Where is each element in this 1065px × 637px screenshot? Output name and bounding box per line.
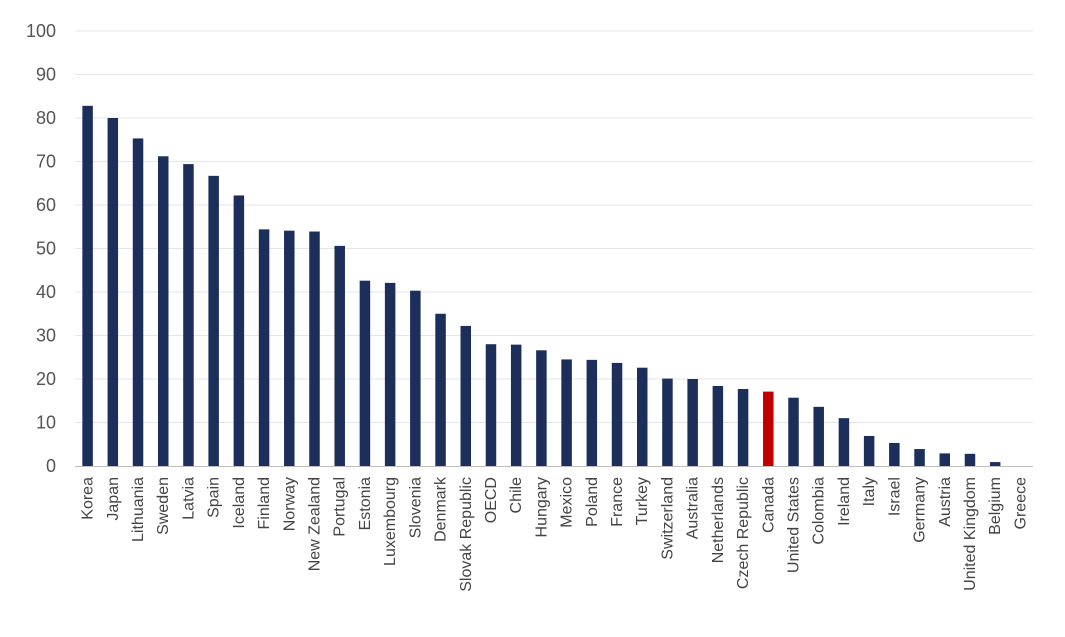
x-category-label: France [609,477,626,527]
bar-korea [82,105,93,466]
bar-oecd [485,344,497,466]
x-axis-labels: Korea Japan Lithuania Sweden Latvia Spain Icel… [80,476,1030,592]
x-category-label: Latvia [180,477,197,520]
bar-belgium [989,462,1001,466]
bar-spain [208,175,219,467]
x-category-label: Switzerland [659,477,676,560]
x-category-label: Greece [1012,477,1029,530]
bar-italy [863,435,875,466]
bars [82,105,1001,467]
bar-lithuania [132,138,144,466]
bar-sweden [157,156,169,466]
x-category-label: Germany [912,477,929,543]
bar-denmark [435,313,446,466]
x-category-label: Canada [760,477,777,533]
bar-luxembourg [384,282,396,466]
bar-mexico [561,359,572,466]
y-tick-label: 30 [36,326,56,346]
x-category-label: Italy [861,477,878,506]
bar-slovak-republic [460,325,472,466]
y-tick-label: 20 [36,369,56,389]
bar-austria [939,453,951,466]
bar-israel [889,442,900,466]
x-category-label: Hungary [533,477,550,537]
y-axis-ticks: 0 10 20 30 40 50 60 70 80 90 100 [26,21,56,476]
x-category-label: Mexico [559,477,576,528]
x-category-label: Sweden [155,477,172,535]
x-category-label: Japan [105,477,122,521]
x-category-label: Slovenia [407,477,424,538]
bar-turkey [636,367,648,466]
bar-chile [510,344,522,466]
bar-france [611,362,623,466]
y-tick-label: 100 [26,21,56,41]
bar-canada [763,391,774,466]
x-category-label: OECD [483,477,500,523]
x-category-label: Turkey [634,477,651,525]
x-category-label: Chile [508,477,525,514]
y-tick-label: 50 [36,239,56,259]
bar-new-zealand [309,231,320,466]
x-category-label: New Zealand [307,477,324,571]
x-category-label: Luxembourg [382,477,399,566]
y-tick-label: 90 [36,65,56,85]
x-category-label: Portugal [332,477,349,537]
x-category-label: Australia [685,477,702,539]
bar-slovenia [410,290,421,466]
bar-australia [687,379,698,466]
x-category-label: Iceland [231,477,248,529]
x-category-label: Israel [886,477,903,516]
bar-norway [284,230,295,466]
bar-japan [107,118,119,466]
x-category-label: United States [786,477,803,573]
x-category-label: Netherlands [710,477,727,563]
bar-ireland [838,418,850,466]
x-category-label: Denmark [433,476,450,542]
y-tick-label: 70 [36,152,56,172]
bar-united-states [788,397,799,466]
x-category-label: Czech Republic [735,477,752,589]
bar-colombia [813,406,824,466]
x-category-label: Estonia [357,477,374,530]
x-category-label: United Kingdom [962,477,979,591]
x-category-label: Austria [937,477,954,527]
x-category-label: Poland [584,477,601,527]
y-tick-label: 60 [36,195,56,215]
x-category-label: Ireland [836,477,853,526]
bar-germany [914,449,925,466]
bar-switzerland [662,378,673,466]
bar-finland [258,229,270,466]
bar-iceland [233,195,245,466]
x-category-label: Colombia [811,477,828,545]
x-category-label: Spain [206,477,223,518]
x-category-label: Norway [281,477,298,531]
bar-czech-republic [737,389,749,466]
x-category-label: Slovak Republic [458,477,475,592]
bar-united-kingdom [964,453,976,466]
bar-latvia [183,164,194,467]
y-tick-label: 0 [46,456,56,476]
y-tick-label: 40 [36,282,56,302]
x-category-label: Belgium [987,477,1004,535]
bar-portugal [334,245,345,466]
y-tick-label: 10 [36,413,56,433]
x-category-label: Lithuania [130,477,147,542]
bar-poland [586,359,598,466]
bar-netherlands [712,385,724,466]
y-tick-label: 80 [36,108,56,128]
bar-hungary [536,350,547,466]
bar-estonia [359,280,371,466]
x-category-label: Finland [256,477,273,529]
x-category-label: Korea [80,477,97,520]
